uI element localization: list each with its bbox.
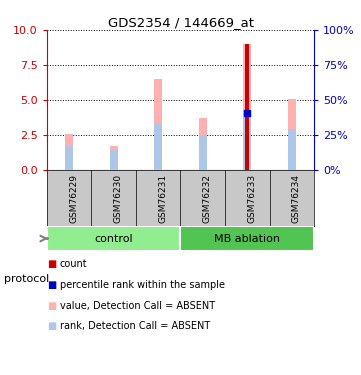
Bar bbox=[243, 44, 251, 170]
Bar bbox=[243, 112, 251, 170]
Text: protocol: protocol bbox=[4, 274, 49, 284]
Bar bbox=[154, 124, 162, 170]
Bar bbox=[154, 79, 162, 170]
Text: ■: ■ bbox=[47, 301, 56, 310]
Text: GSM76233: GSM76233 bbox=[247, 174, 256, 223]
Text: GSM76231: GSM76231 bbox=[158, 174, 167, 223]
Text: percentile rank within the sample: percentile rank within the sample bbox=[60, 280, 225, 290]
FancyBboxPatch shape bbox=[180, 226, 314, 251]
Text: GSM76232: GSM76232 bbox=[203, 174, 212, 223]
Bar bbox=[65, 146, 73, 170]
Title: GDS2354 / 144669_at: GDS2354 / 144669_at bbox=[108, 16, 253, 29]
Text: rank, Detection Call = ABSENT: rank, Detection Call = ABSENT bbox=[60, 321, 210, 331]
Text: count: count bbox=[60, 260, 87, 269]
Bar bbox=[65, 134, 73, 170]
Bar bbox=[288, 99, 296, 170]
Text: GSM76229: GSM76229 bbox=[69, 174, 78, 223]
Bar bbox=[110, 150, 118, 170]
Bar bbox=[199, 135, 207, 170]
Bar bbox=[110, 146, 118, 170]
Text: MB ablation: MB ablation bbox=[214, 234, 280, 243]
Bar bbox=[288, 129, 296, 170]
Text: GSM76230: GSM76230 bbox=[114, 174, 123, 223]
Text: value, Detection Call = ABSENT: value, Detection Call = ABSENT bbox=[60, 301, 215, 310]
Text: control: control bbox=[95, 234, 133, 243]
Bar bbox=[245, 44, 249, 170]
Text: ■: ■ bbox=[47, 260, 56, 269]
Text: GSM76234: GSM76234 bbox=[292, 174, 301, 223]
Text: ■: ■ bbox=[47, 321, 56, 331]
Text: ■: ■ bbox=[47, 280, 56, 290]
FancyBboxPatch shape bbox=[47, 226, 180, 251]
Bar bbox=[199, 118, 207, 170]
